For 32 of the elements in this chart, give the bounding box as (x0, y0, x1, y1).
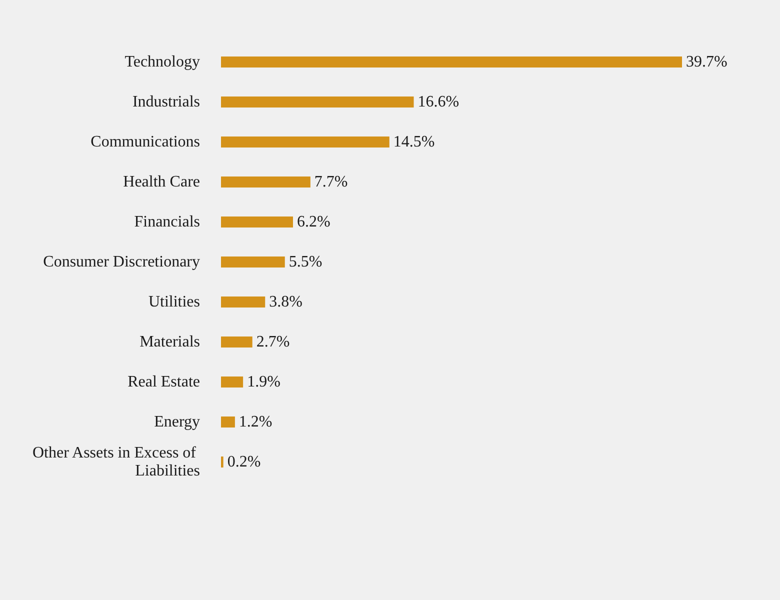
y-tick-label: Communications (90, 134, 200, 150)
y-tick-label: Real Estate (128, 374, 200, 390)
y-tick-label: Materials (140, 334, 200, 350)
bar (221, 296, 266, 308)
bar (221, 256, 285, 268)
bar (221, 96, 414, 108)
bar (221, 136, 390, 148)
data-label: 3.8% (269, 294, 302, 310)
data-label: 16.6% (418, 94, 460, 110)
data-label: 5.5% (288, 254, 322, 270)
y-tick-label: Utilities (148, 294, 200, 310)
bar (221, 216, 293, 228)
bar (221, 376, 244, 388)
data-label: 39.7% (686, 54, 728, 70)
bar (221, 336, 252, 348)
data-label: 6.2% (296, 214, 330, 230)
data-label: 1.2% (238, 414, 272, 430)
y-tick-label: Financials (134, 214, 200, 230)
bar (221, 416, 235, 428)
data-label: 14.5% (393, 134, 435, 150)
y-tick-label: Other Assets in Excess of Liabilities (32, 444, 200, 480)
bar (221, 56, 682, 68)
y-tick-label: Energy (154, 414, 200, 430)
y-tick-label: Technology (124, 54, 200, 70)
bar (221, 176, 310, 188)
data-label: 1.9% (247, 374, 280, 390)
data-label: 2.7% (256, 334, 290, 350)
y-tick-label: Consumer Discretionary (43, 254, 200, 270)
y-tick-label: Health Care (123, 174, 200, 190)
data-label: 7.7% (314, 174, 348, 190)
y-tick-label: Industrials (132, 94, 200, 110)
data-label: 0.2% (227, 454, 261, 470)
